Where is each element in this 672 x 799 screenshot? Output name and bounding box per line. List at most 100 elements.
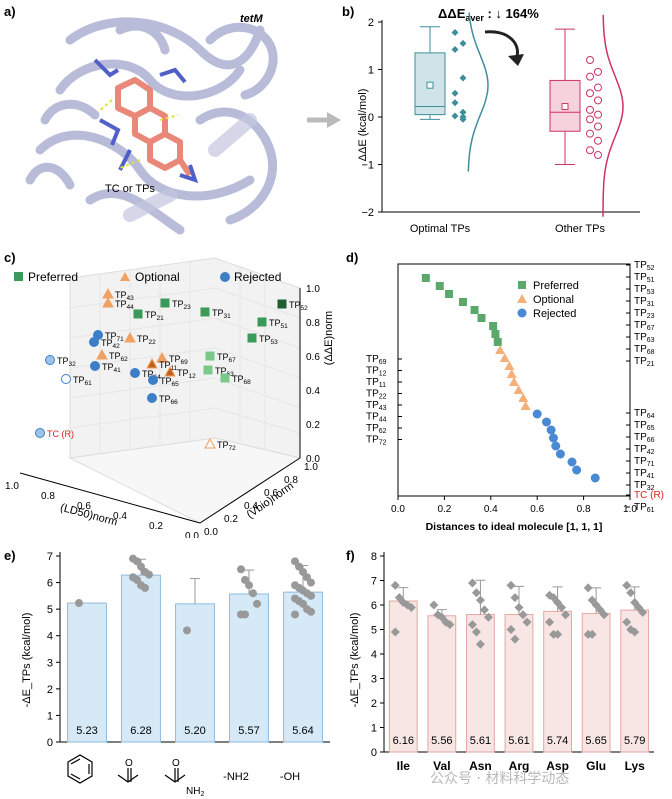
chart-e-xlabel-nh2: -NH2 xyxy=(223,771,249,783)
scatter3d-point-optional xyxy=(156,351,168,363)
chart-d-right-label: TP52 xyxy=(634,260,655,272)
scatter-point-optional xyxy=(495,345,506,354)
box-point xyxy=(594,67,602,76)
bar-point xyxy=(75,599,83,608)
panel-f-label: f) xyxy=(346,548,355,563)
bar-ytick-label: 7 xyxy=(371,576,377,588)
box-point xyxy=(586,56,594,64)
bar-ytick-label: 8 xyxy=(371,551,377,563)
chart-b-ytick-label: 0 xyxy=(368,112,374,124)
bar-data-label: 5.79 xyxy=(624,735,645,747)
chart-b-ylabel: ΔΔE (kcal/mol) xyxy=(357,89,369,162)
chart-c-ztick-label: 0.2 xyxy=(306,420,320,431)
chart-d-right-label: TP32 xyxy=(634,480,655,492)
scatter-point-rejected xyxy=(590,473,600,483)
chart-d-right-label: TP66 xyxy=(634,432,655,444)
bar-point xyxy=(599,610,609,620)
scatter-point-preferred xyxy=(491,330,500,338)
chart-f-ylabel: -ΔE_TPs (kcal/mol) xyxy=(349,613,361,708)
bar-point xyxy=(583,583,593,593)
panel-a: a) xyxy=(0,0,341,240)
bar-ytick-label: 5 xyxy=(47,604,53,616)
bar-category-label: Val xyxy=(433,759,450,773)
box-iqr xyxy=(414,52,446,116)
box-point xyxy=(451,28,459,36)
scatter-point-rejected xyxy=(546,425,556,435)
amide-structure-icon xyxy=(164,768,186,783)
box-point xyxy=(451,46,459,54)
bar-ytick-label: 0 xyxy=(47,737,53,749)
bar-point xyxy=(253,599,261,608)
scatter-point-preferred xyxy=(477,314,486,322)
scatter-point-rejected xyxy=(555,449,565,459)
bar-point xyxy=(622,617,632,627)
ligand-label: TC or TPs xyxy=(105,183,155,195)
bar-point xyxy=(622,580,632,590)
bar-point xyxy=(561,610,571,620)
chart-c-xtick-label: 0.4 xyxy=(113,511,127,522)
scatter3d-point-label: TP69 xyxy=(169,354,188,366)
panel-d-label: d) xyxy=(346,250,359,265)
scatter3d-point-label: TP11 xyxy=(159,360,178,372)
chart-d-right-label: TP65 xyxy=(634,420,655,432)
bar-point xyxy=(634,602,644,612)
scatter3d-point-preferred xyxy=(133,309,143,319)
scatter-point-optional xyxy=(520,401,531,410)
bar-ytick-label: 7 xyxy=(47,551,53,563)
bar-data-label: 5.61 xyxy=(470,735,491,747)
chart-b-xlabel-1: Optimal TPs xyxy=(410,223,471,235)
scatter3d-point-label: TP63 xyxy=(215,366,234,378)
chart-d-xtick-label: 0.4 xyxy=(484,504,498,515)
bar-point xyxy=(390,627,400,637)
scatter-point-preferred xyxy=(470,306,479,314)
bar-point xyxy=(549,593,559,603)
chart-b-ytick-label: −2 xyxy=(361,207,374,219)
bar-point xyxy=(553,629,563,639)
bar-point xyxy=(475,595,485,605)
chart-d-right-label: TP41 xyxy=(634,468,655,480)
bar-point xyxy=(514,602,524,612)
bar xyxy=(388,600,418,753)
bar xyxy=(466,614,495,753)
box-point xyxy=(451,99,459,107)
bar xyxy=(67,602,107,743)
bar-data-label: 6.28 xyxy=(130,725,151,737)
legend-optional-marker xyxy=(517,294,527,303)
box-point xyxy=(594,110,602,119)
scatter3d-point-rejected xyxy=(148,375,158,385)
chart-d-legend: Preferred Optional Rejected xyxy=(517,280,579,320)
chart-c-ytick-label: 0.4 xyxy=(244,501,258,512)
bar-ytick-label: 3 xyxy=(47,657,53,669)
chart-e-xlabel-oh: -OH xyxy=(280,771,300,783)
benzene-structure-icon xyxy=(67,754,93,784)
bar-point xyxy=(390,580,400,590)
chart-d-right-label: TP53 xyxy=(634,284,655,296)
chart-b-ytick-label: −1 xyxy=(361,160,374,172)
scatter3d-point-label: TP12 xyxy=(177,368,196,380)
chart-c-ytick-label: 0.0 xyxy=(204,527,218,538)
legend-preferred-label: Preferred xyxy=(28,270,78,284)
scatter3d-point-label: TP43 xyxy=(115,290,134,302)
chart-c-xaxis xyxy=(19,472,201,524)
bar-point xyxy=(394,593,404,603)
chart-e: -ΔE_TPs (kcal/mol) 0 1 2 3 4 5 6 7 5.23 6.28 5.20 5… xyxy=(21,551,330,798)
bar-data-label: 5.57 xyxy=(238,725,259,737)
chart-c-xtick-label: 0.2 xyxy=(149,521,163,532)
legend-preferred-marker xyxy=(518,281,526,289)
scatter3d-point-label: TP21 xyxy=(145,310,164,322)
scatter3d-point-optional xyxy=(102,296,114,308)
chart-d-right-label: TP61 xyxy=(634,502,655,514)
chart-d-right-label: TP51 xyxy=(634,272,655,284)
scatter3d-point-rejected xyxy=(35,428,45,438)
scatter3d-point-optional xyxy=(204,437,216,449)
box-point xyxy=(594,122,602,131)
bar-point xyxy=(406,602,416,612)
bar-data-label: 5.64 xyxy=(292,725,313,737)
scatter3d-point-rejected xyxy=(147,393,157,403)
scatter-point-preferred xyxy=(489,322,498,330)
scatter3d-point-optional xyxy=(164,365,176,377)
chart-d-left-label: TP12 xyxy=(366,366,387,378)
bar-ytick-label: 6 xyxy=(47,578,53,590)
chart-d-right-label: TP42 xyxy=(634,444,655,456)
bar-category-label: Ile xyxy=(397,759,411,773)
